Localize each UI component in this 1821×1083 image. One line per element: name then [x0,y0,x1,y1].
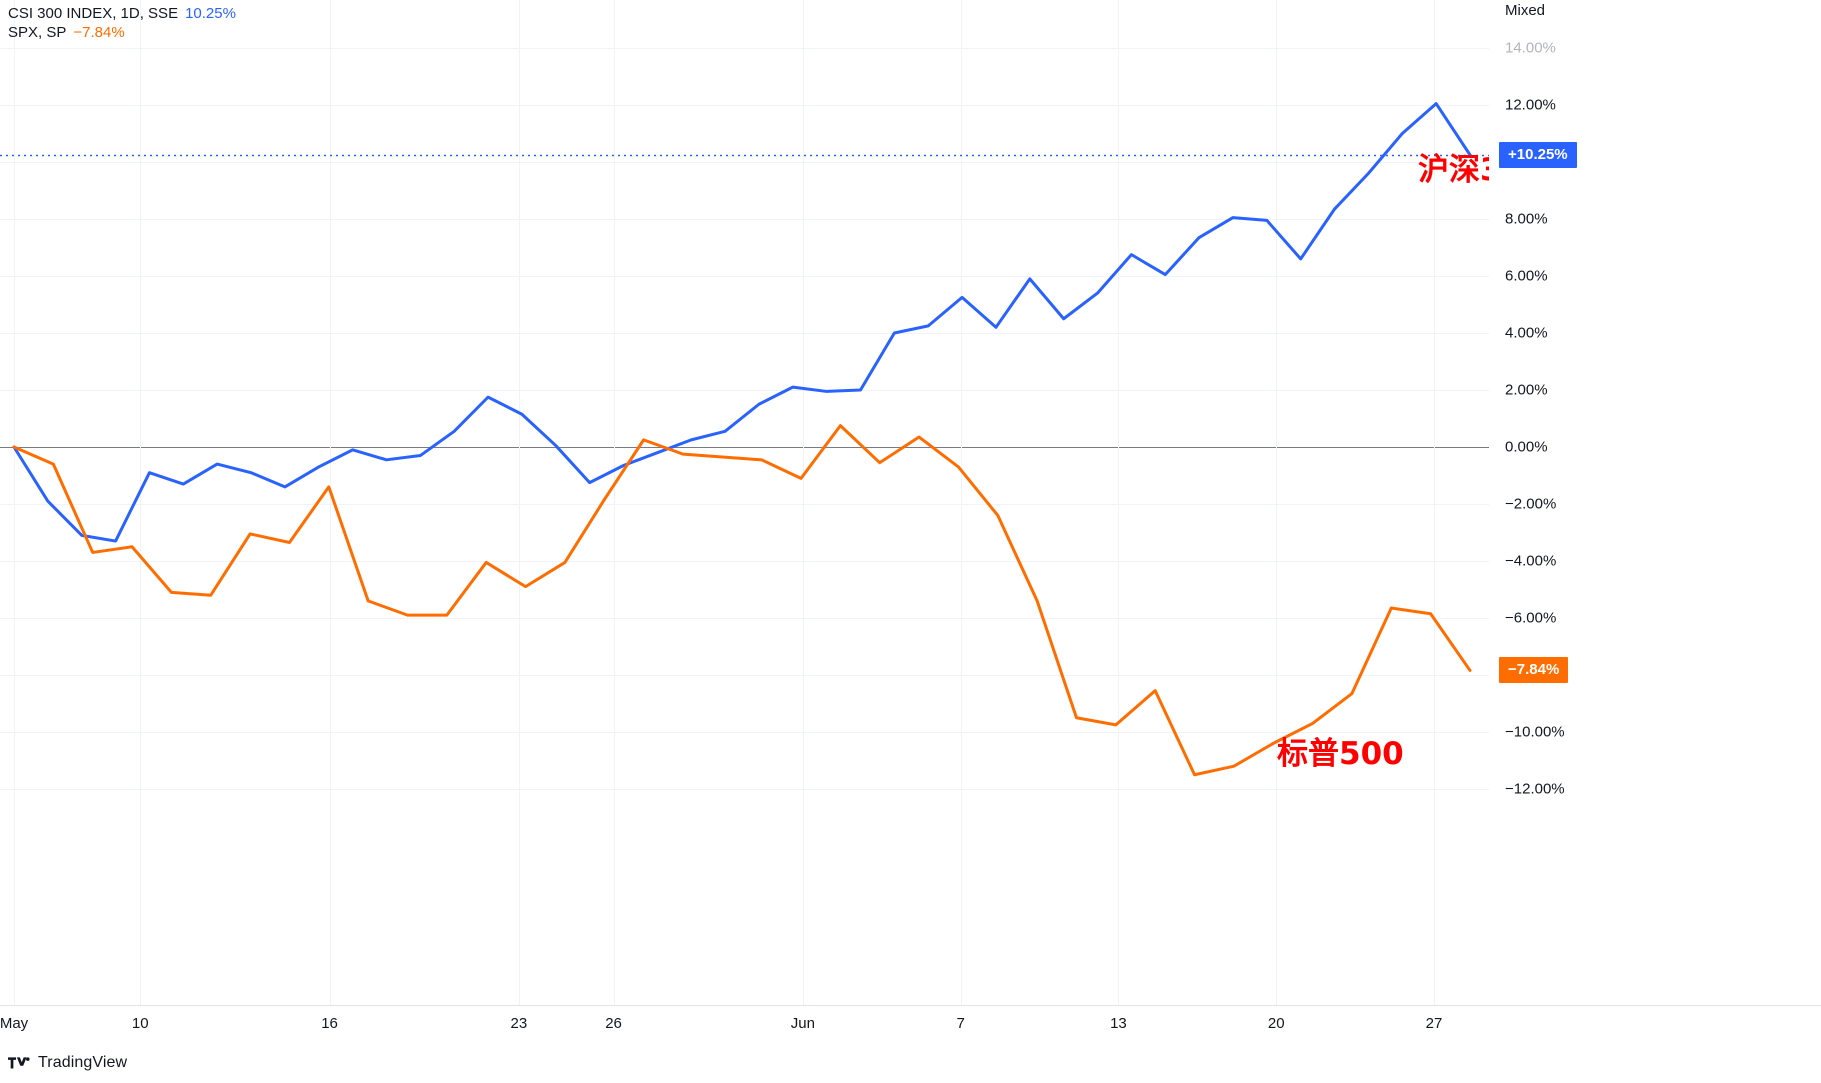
price-tick-label: 0.00% [1505,438,1548,456]
time-axis[interactable]: May 10 16 23 26 Jun 7 13 20 27 [0,1005,1821,1046]
legend-row-spx[interactable]: SPX, SP −7.84% [8,23,236,42]
price-tick-label: 6.00% [1505,267,1548,285]
price-tick-label: 14.00% [1505,39,1556,57]
tradingview-branding[interactable]: TradingView [8,1050,127,1076]
time-tick-label: 26 [605,1015,622,1032]
time-tick-label: Jun [790,1015,815,1032]
legend-symbol-csi300: CSI 300 INDEX, 1D, SSE [8,5,179,22]
price-tick-label: −12.00% [1505,780,1565,798]
tradingview-logo-icon [8,1057,30,1069]
series-line-csi-300-index [12,102,1472,543]
chart-legend: CSI 300 INDEX, 1D, SSE 10.25% SPX, SP −7.8… [8,4,236,42]
price-tick-label: 12.00% [1505,96,1556,114]
chart-canvas [0,0,1489,1005]
chart-plot-area[interactable] [0,0,1489,1005]
price-axis-title: Mixed [1505,2,1546,19]
price-tick-label: −10.00% [1505,723,1565,741]
price-tick-label: −2.00% [1505,495,1557,513]
legend-row-csi300[interactable]: CSI 300 INDEX, 1D, SSE 10.25% [8,4,236,23]
price-tick-label: 8.00% [1505,210,1548,228]
annotation-spx: 标普500 [1277,736,1404,772]
price-axis[interactable]: Mixed 14.00%12.00%10.00%8.00%6.00%4.00%2… [1489,0,1821,1005]
price-tick-label: 4.00% [1505,324,1548,342]
price-badge-csi300[interactable]: +10.25% [1499,141,1577,168]
time-tick-label: May [0,1015,29,1032]
time-tick-label: 7 [956,1015,965,1032]
time-tick-label: 27 [1425,1015,1443,1032]
tradingview-logo-text: TradingView [38,1054,128,1071]
time-tick-label: 10 [131,1015,149,1032]
time-tick-label: 20 [1267,1015,1285,1032]
legend-value-spx: −7.84% [73,24,125,41]
price-tick-label: −6.00% [1505,609,1557,627]
time-tick-label: 23 [510,1015,528,1032]
series-line-spx [12,424,1472,777]
price-tick-label: −4.00% [1505,552,1557,570]
legend-value-csi300: 10.25% [185,5,236,22]
time-tick-label: 16 [321,1015,338,1032]
price-tick-label: 2.00% [1505,381,1548,399]
price-badge-spx[interactable]: −7.84% [1499,657,1569,684]
time-tick-label: 13 [1110,1015,1127,1032]
legend-symbol-spx: SPX, SP [8,24,67,41]
